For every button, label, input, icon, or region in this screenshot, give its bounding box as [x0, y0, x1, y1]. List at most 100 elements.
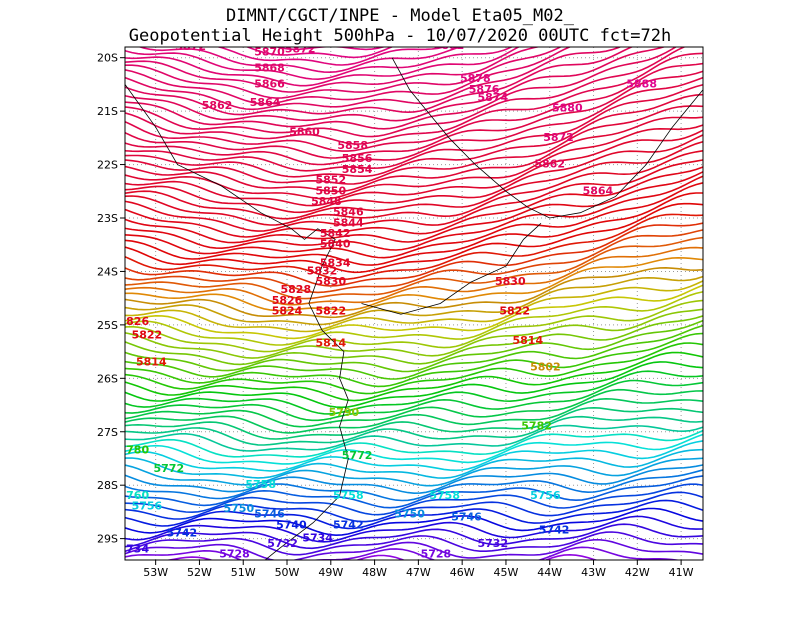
plot-frame: [124, 46, 704, 561]
chart-title-line-2: Geopotential Height 500hPa - 10/07/2020 …: [128, 26, 672, 46]
contour-line-5868: [125, 47, 563, 99]
contour-line-5820: [125, 182, 703, 259]
contour-line-5786: [125, 319, 703, 373]
contour-line-5846: [125, 84, 703, 172]
contour-line-5814: [125, 213, 703, 281]
contour-label: 5828: [280, 283, 311, 296]
contour-label: 5856: [342, 152, 373, 165]
contour-line-5770: [125, 388, 703, 428]
contour-label: 5728: [219, 548, 250, 561]
contour-label: 5746: [451, 510, 482, 523]
contour-line-5758: [125, 433, 703, 465]
contour-label: 5822: [132, 329, 163, 342]
contour-label: 5872: [285, 43, 316, 56]
contour-label: 5830: [315, 275, 346, 288]
chart-title-line-1: DIMNT/CGCT/INPE - Model Eta05_M02_: [226, 6, 574, 26]
contour-line-5776: [125, 361, 703, 409]
contour-label: 5742: [333, 518, 364, 531]
x-tick-label: 45W: [494, 566, 519, 579]
contour-line-5872: [125, 47, 521, 87]
y-tick-label: 23S: [97, 212, 118, 225]
contour-label: 5848: [311, 195, 342, 208]
contour-label: 5734: [302, 532, 333, 545]
contour-label: 5734: [118, 542, 149, 555]
contour-line-5734: [125, 523, 703, 550]
contour-line-5752: [125, 457, 703, 487]
contour-label: 5742: [167, 526, 198, 539]
contour-line-5882: [274, 47, 386, 51]
contour-line-5760: [125, 429, 703, 458]
contour-label: 5862: [202, 99, 233, 112]
contour-label: 5750: [394, 508, 425, 521]
x-tick-label: 53W: [143, 566, 168, 579]
contour-line-5764: [125, 415, 703, 446]
contour-line-5876: [137, 47, 463, 74]
contour-label: 5756: [530, 489, 561, 502]
contour-line-5856: [125, 47, 687, 138]
contour-line-5812: [125, 222, 703, 287]
contour-line-5792: [125, 299, 703, 353]
contour-line-5816: [125, 202, 703, 274]
contour-line-5870: [125, 47, 542, 93]
contour-label: 5878: [460, 72, 491, 85]
contour-label: 5782: [521, 419, 552, 432]
contour-line-5840: [125, 116, 703, 193]
contour-line-5842: [125, 105, 703, 185]
contour-line-5798: [125, 280, 703, 333]
x-tick-label: 51W: [231, 566, 256, 579]
contour-label: 5870: [254, 45, 285, 58]
contour-label: 5840: [320, 238, 351, 251]
contour-line-5730: [125, 539, 703, 560]
contour-label: 5814: [512, 334, 543, 347]
contour-line-5782: [125, 332, 703, 388]
x-axis: 53W 52W 51W 50W 49W 48W 47W 46W 45W 44W 43W 42W 41W: [143, 560, 694, 579]
contour-line-5878: [215, 47, 448, 66]
contour-label: 5746: [254, 508, 285, 521]
contour-line-5864: [125, 47, 622, 111]
contour-line-5746: [125, 475, 703, 509]
contour-label: 5850: [315, 184, 346, 197]
x-tick-label: 44W: [537, 566, 562, 579]
contour-line-5762: [125, 424, 703, 452]
contour-line-5826: [125, 166, 703, 238]
contour-label: 5822: [499, 305, 530, 318]
x-tick-label: 43W: [581, 566, 606, 579]
contour-line-5884: [120, 0, 708, 43]
y-axis: 20S 21S 22S 23S 24S 25S 26S 27S 28S 29S: [97, 52, 125, 546]
contour-label: 5742: [539, 524, 570, 537]
contour-label: 5780: [118, 444, 149, 457]
contour-line-5886: [120, 0, 708, 37]
contour-line-5836: [125, 129, 703, 207]
contour-label: 5876: [469, 83, 500, 96]
contour-label: 5874: [477, 91, 508, 104]
contour-label: 5814: [315, 337, 346, 350]
contour-label: 5732: [267, 537, 298, 550]
contour-line-5850: [125, 70, 703, 159]
contour-line-5790: [125, 308, 703, 359]
contour-line-5824: [125, 170, 703, 244]
contour-label: 5832: [307, 264, 338, 277]
contour-line-5832: [125, 140, 703, 220]
contour-label: 5826: [272, 294, 303, 307]
contour-line-5888: [120, 0, 708, 31]
contour-line-5858: [125, 47, 678, 130]
contour-label: 5880: [552, 102, 583, 115]
contour-line-5738: [125, 507, 703, 537]
contour-line-5806: [125, 246, 703, 306]
contour-line-5804: [125, 256, 703, 312]
contour-line-5808: [125, 236, 703, 300]
contour-line-5740: [125, 499, 703, 530]
x-tick-label: 41W: [669, 566, 694, 579]
contour-label: 5772: [153, 462, 184, 475]
contour-line-5780: [125, 342, 703, 395]
x-tick-label: 48W: [362, 566, 387, 579]
contour-line-5866: [125, 47, 572, 105]
contour-label: 5854: [342, 163, 373, 176]
x-tick-label: 50W: [275, 566, 300, 579]
contour-label: 5860: [289, 126, 320, 139]
contour-label: 5826: [118, 315, 149, 328]
contour-line-5744: [125, 483, 703, 516]
contour-label: 5740: [276, 518, 307, 531]
contour-line-5742: [125, 491, 703, 523]
